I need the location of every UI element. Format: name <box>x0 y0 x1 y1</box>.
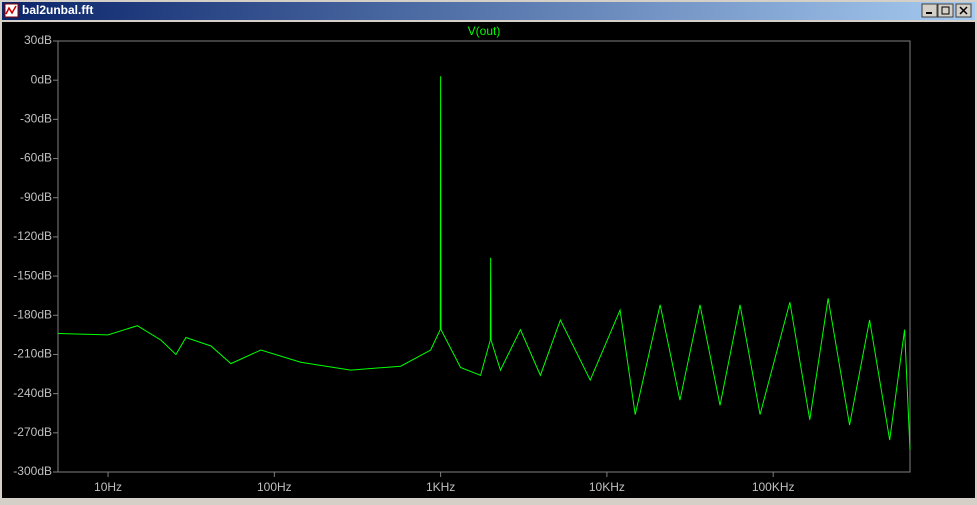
y-tick-label: 0dB <box>31 72 52 86</box>
y-tick-label: -120dB <box>13 229 52 243</box>
window-title: bal2unbal.fft <box>22 3 93 17</box>
window-controls <box>921 3 972 18</box>
x-tick-label: 10KHz <box>589 480 625 494</box>
close-glyph <box>959 6 968 15</box>
x-tick-label: 1KHz <box>426 480 455 494</box>
x-tick-label: 100KHz <box>752 480 795 494</box>
app-icon-graph <box>5 5 17 15</box>
y-tick-label: -150dB <box>13 268 52 282</box>
legend-label: V(out) <box>468 24 501 38</box>
y-tick-label: -180dB <box>13 307 52 321</box>
y-tick-label: -240dB <box>13 386 52 400</box>
restore-button[interactable] <box>937 3 954 18</box>
y-tick-label: -300dB <box>13 464 52 478</box>
minimize-button[interactable] <box>921 3 938 18</box>
trace <box>57 76 911 450</box>
plot-frame <box>57 40 911 473</box>
y-tick-label: -210dB <box>13 347 52 361</box>
y-tick-label: -270dB <box>13 425 52 439</box>
y-tick-label: -30dB <box>20 112 52 126</box>
plot-pane <box>2 22 975 498</box>
x-tick-label: 10Hz <box>94 480 122 494</box>
y-tick-label: -60dB <box>20 151 52 165</box>
y-tick-label: -90dB <box>20 190 52 204</box>
title-bar <box>2 2 975 20</box>
y-tick-label: 30dB <box>24 33 52 47</box>
restore-glyph <box>941 6 950 15</box>
x-tick-label: 100Hz <box>257 480 292 494</box>
